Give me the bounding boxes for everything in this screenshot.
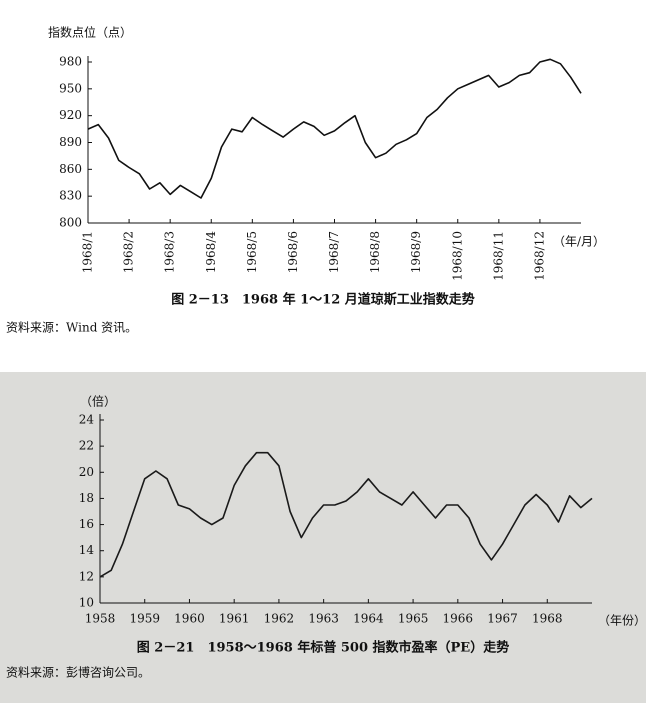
x-tick-label: 1968/5 xyxy=(245,231,259,273)
y-tick-label: 860 xyxy=(59,162,82,176)
y-tick-label: 24 xyxy=(79,413,95,427)
x-tick-label: 1964 xyxy=(353,612,384,626)
x-tick-label: 1968/11 xyxy=(491,231,505,281)
x-tick-label: 1958 xyxy=(85,612,116,626)
y-tick-label: 10 xyxy=(79,596,94,610)
x-tick-label: 1968/7 xyxy=(327,231,341,273)
y-tick-label: 950 xyxy=(59,81,82,95)
x-tick-label: 1965 xyxy=(398,612,429,626)
x-unit-label: （年份） xyxy=(598,614,646,628)
y-tick-label: 20 xyxy=(79,465,94,479)
y-tick-label: 920 xyxy=(59,108,82,122)
y-tick-label: 800 xyxy=(59,216,82,230)
y-tick-label: 12 xyxy=(79,569,94,583)
x-tick-label: 1968/4 xyxy=(204,231,218,274)
x-tick-label: 1968/1 xyxy=(81,231,95,273)
y-tick-label: 890 xyxy=(59,135,82,149)
line xyxy=(99,451,593,578)
x-tick-label: 1968/10 xyxy=(450,231,464,281)
y-axis-label: （倍） xyxy=(80,394,116,409)
x-tick-label: 1968/6 xyxy=(286,231,300,273)
x-tick-label: 1968/8 xyxy=(368,231,382,273)
line xyxy=(87,58,582,199)
source: 资料来源：Wind 资讯。 xyxy=(6,321,137,335)
y-tick-label: 18 xyxy=(79,491,94,505)
x-tick-label: 1963 xyxy=(308,612,339,626)
y-tick-label: 830 xyxy=(59,189,82,203)
x-tick-label: 1968/9 xyxy=(409,231,423,273)
x-tick-label: 1966 xyxy=(443,612,474,626)
x-tick-label: 1968/2 xyxy=(122,231,136,273)
x-unit-label: （年/月） xyxy=(553,235,605,249)
caption: 图 2－21 1958～1968 年标普 500 指数市盈率（PE）走势 xyxy=(137,640,509,656)
x-tick-label: 1968 xyxy=(532,612,563,626)
caption: 图 2－13 1968 年 1～12 月道琼斯工业指数走势 xyxy=(171,292,475,308)
x-tick-label: 1968/12 xyxy=(532,231,546,281)
photo-background xyxy=(0,372,646,703)
x-tick-label: 1959 xyxy=(129,612,160,626)
y-axis-label: 指数点位（点） xyxy=(48,25,132,40)
x-tick-label: 1968/3 xyxy=(163,231,177,273)
y-tick-label: 16 xyxy=(79,517,94,531)
x-tick-label: 1961 xyxy=(219,612,250,626)
x-tick-label: 1962 xyxy=(264,612,295,626)
y-tick-label: 980 xyxy=(59,55,82,69)
x-tick-label: 1960 xyxy=(174,612,205,626)
x-tick-label: 1967 xyxy=(487,612,518,626)
y-tick-label: 14 xyxy=(79,543,95,557)
source: 资料来源：彭博咨询公司。 xyxy=(6,665,150,680)
y-tick-label: 22 xyxy=(79,439,94,453)
